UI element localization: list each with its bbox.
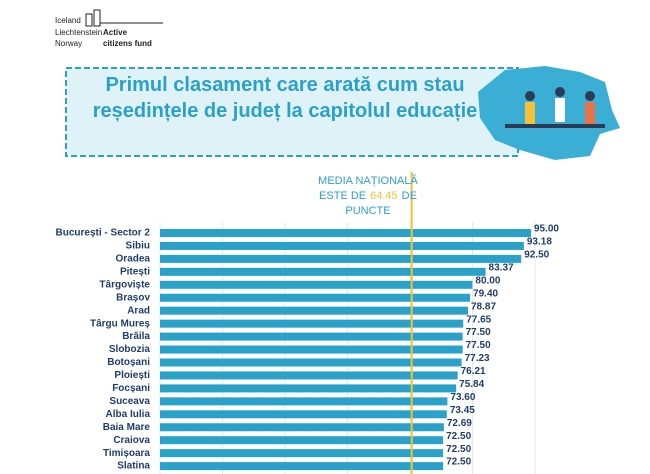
value-label: 72.50 — [446, 457, 471, 468]
category-label: Ploiești — [114, 370, 150, 381]
logo-icon — [85, 13, 93, 27]
annotation-part: DE — [402, 190, 417, 202]
value-label: 79.40 — [473, 288, 498, 299]
bar — [160, 358, 462, 367]
logo: Iceland Liechtenstein Norway Active citi… — [55, 9, 163, 48]
annotation: ESTE DE 64.45 DE — [319, 190, 417, 202]
title-box — [65, 67, 519, 157]
value-label: 72.50 — [446, 444, 471, 455]
figure — [585, 102, 595, 126]
category-label: Botoșani — [107, 357, 150, 368]
category-label: Sibiu — [126, 241, 150, 252]
bar — [160, 229, 531, 237]
annotation-part: ESTE DE — [319, 190, 366, 202]
value-label: 95.00 — [534, 224, 559, 235]
bar — [160, 306, 468, 315]
value-label: 76.21 — [461, 366, 486, 377]
bar — [160, 410, 447, 419]
value-label: 93.18 — [527, 237, 552, 248]
bar — [160, 436, 444, 445]
figure — [525, 91, 535, 101]
bar — [160, 384, 457, 393]
category-label: Brăila — [122, 331, 150, 342]
figure — [555, 98, 565, 122]
category-label: Brașov — [116, 292, 150, 303]
bar — [160, 280, 473, 289]
category-label: Timișoara — [103, 448, 150, 459]
value-label: 75.84 — [459, 379, 484, 390]
value-label: 80.00 — [475, 275, 500, 286]
title: Primul clasament care arată cum stau reș… — [92, 74, 478, 122]
category-label: Arad — [127, 305, 150, 316]
category-label: București - Sector 2 — [56, 228, 151, 239]
desk — [505, 124, 605, 128]
figure — [585, 91, 595, 101]
value-label: 77.23 — [465, 353, 490, 364]
logo-country: Liechtenstein — [55, 28, 102, 37]
annotation: PUNCTE — [345, 205, 390, 217]
category-label: Târgu Mureș — [90, 318, 150, 329]
value-label: 73.45 — [450, 405, 475, 416]
category-label: Slobozia — [109, 344, 151, 355]
bar — [160, 293, 471, 302]
bar — [160, 241, 524, 250]
value-label: 73.60 — [450, 392, 475, 403]
category-label: Slatina — [117, 461, 150, 472]
bar — [160, 254, 522, 263]
value-label: 78.87 — [471, 301, 496, 312]
bar — [160, 332, 463, 341]
map-illustration — [478, 66, 620, 160]
value-label: 77.65 — [466, 314, 491, 325]
value-label: 77.50 — [466, 340, 491, 351]
logo-icon — [93, 9, 101, 27]
logo-fund: citizens fund — [103, 39, 152, 48]
bar — [160, 371, 458, 380]
bar — [160, 267, 486, 276]
category-label: Focșani — [112, 383, 150, 394]
value-label: 83.37 — [489, 262, 514, 273]
value-label: 92.50 — [524, 250, 549, 261]
category-label: Pitești — [120, 266, 150, 277]
annotation: MEDIA NAȚIONALĂ — [318, 174, 418, 187]
value-label: 77.50 — [466, 327, 491, 338]
category-label: Baia Mare — [103, 422, 151, 433]
bar — [160, 423, 444, 432]
value-label: 72.69 — [447, 418, 472, 429]
category-label: Alba Iulia — [106, 409, 151, 420]
category-label: Craiova — [113, 435, 150, 446]
value-label: 72.50 — [446, 431, 471, 442]
logo-country: Norway — [55, 39, 82, 48]
category-label: Suceava — [109, 396, 150, 407]
logo-country: Iceland — [55, 16, 81, 25]
logo-fund: Active — [103, 28, 128, 37]
figure — [525, 102, 535, 124]
figure — [555, 87, 565, 97]
category-label: Oradea — [116, 254, 151, 265]
bar — [160, 397, 448, 406]
bar — [160, 449, 444, 458]
bar — [160, 319, 464, 328]
bar — [160, 462, 444, 471]
category-label: Târgoviște — [99, 279, 150, 290]
annotation-part: 64.45 — [370, 190, 398, 202]
bar — [160, 345, 463, 354]
